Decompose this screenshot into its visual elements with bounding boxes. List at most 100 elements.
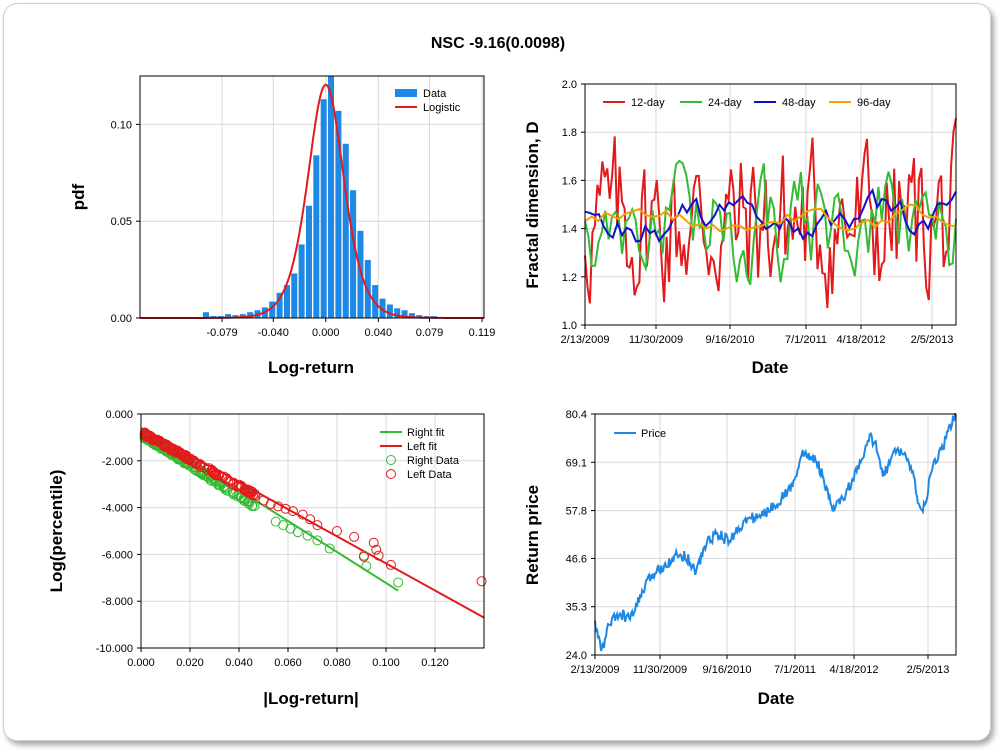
price-xtick-label: 2/5/2013 <box>907 664 950 676</box>
tail-right-data-point <box>292 527 303 538</box>
tail-left-data-point <box>476 576 487 587</box>
fractal-xtick-label: 11/30/2009 <box>629 334 683 346</box>
tail-left-data-point <box>164 441 175 452</box>
pdf-bar <box>269 301 276 318</box>
tail-xtick-label: 0.100 <box>372 657 400 669</box>
fractal-ytick-label: 1.8 <box>562 127 577 139</box>
fractal-x-axis-label: Date <box>752 358 789 377</box>
pdf-bar <box>357 230 364 318</box>
tail-left-data-point <box>247 486 258 497</box>
tail-left-data-point <box>287 506 298 517</box>
tail-left-data-point <box>208 467 219 478</box>
fractal-ytick-label: 1.0 <box>562 320 577 332</box>
tail-plot-frame <box>140 413 485 649</box>
tail-left-data-point <box>312 520 323 531</box>
pdf-x-axis-label: Log-return <box>268 358 354 377</box>
tail-right-data-point <box>393 577 404 588</box>
tail-left-data-point <box>373 550 384 561</box>
price-ytick-label: 24.0 <box>566 650 587 662</box>
price-x-axis-label: Date <box>758 689 795 708</box>
tail-ytick-label: -6.000 <box>102 549 133 561</box>
tail-left-data-point <box>368 537 379 548</box>
fractal-series-line <box>584 203 957 233</box>
tail-left-data-point <box>202 464 213 475</box>
fractal-legend-label: 12-day <box>631 97 665 109</box>
fractal-xtick-label: 9/16/2010 <box>706 334 755 346</box>
tail-left-data-point <box>385 559 396 570</box>
pdf-bar <box>342 143 349 318</box>
tail-ytick-label: -2.000 <box>102 456 133 468</box>
price-legend-label: Price <box>641 428 666 440</box>
tail-left-data-point <box>221 473 232 484</box>
pdf-plot-frame <box>139 75 485 319</box>
fractal-legend-label: 48-day <box>782 97 816 109</box>
pdf-xtick-label: 0.119 <box>469 327 496 339</box>
tail-legend-left-data-label: Left Data <box>407 469 453 481</box>
tail-ytick-label: -4.000 <box>102 503 133 515</box>
fractal-ytick-label: 1.6 <box>562 175 577 187</box>
tail-xtick-label: 0.080 <box>323 657 351 669</box>
price-ytick-label: 35.3 <box>566 602 587 614</box>
fractal-xtick-label: 2/5/2013 <box>911 334 954 346</box>
fractal-series-line <box>584 187 957 244</box>
tail-x-axis-label: |Log-return| <box>263 689 358 708</box>
pdf-bar <box>313 155 320 318</box>
pdf-bar <box>394 308 401 318</box>
pdf-bar <box>305 205 312 318</box>
fractal-legend-label: 96-day <box>857 97 891 109</box>
price-xtick-label: 2/13/2009 <box>571 664 620 676</box>
tail-y-axis-label: Log(percentile) <box>47 470 66 593</box>
tail-left-data-point <box>332 526 342 536</box>
tail-left-data-point <box>305 514 316 525</box>
pdf-bar <box>283 285 290 318</box>
pdf-logistic-curve <box>140 83 484 319</box>
tail-left-data-point <box>161 439 172 450</box>
tail-ytick-label: -8.000 <box>102 596 133 608</box>
tail-left-data-point <box>247 490 258 501</box>
tail-right-data-point <box>243 498 254 509</box>
tail-left-data-point <box>240 485 251 496</box>
pdf-y-axis-label: pdf <box>69 183 88 210</box>
pdf-bar <box>276 292 283 318</box>
price-xtick-label: 4/18/2012 <box>830 664 879 676</box>
tail-left-data-point <box>180 450 191 461</box>
price-xtick-label: 7/1/2011 <box>774 664 816 676</box>
tail-left-data-point <box>206 465 217 476</box>
pdf-bar <box>203 312 210 318</box>
price-y-axis-label: Return price <box>523 485 542 585</box>
figure-title: NSC -9.16(0.0098) <box>431 35 565 52</box>
tail-left-data-point <box>153 435 164 446</box>
tail-ytick-label: -10.000 <box>96 643 133 655</box>
tail-xtick-label: 0.060 <box>274 657 302 669</box>
pdf-bar <box>298 244 305 318</box>
tail-legend-right-data-label: Right Data <box>407 455 460 467</box>
pdf-legend-logistic-label: Logistic <box>423 102 461 114</box>
price-series-line <box>594 413 957 652</box>
chart-frame <box>3 3 991 741</box>
tail-left-data-point <box>297 509 308 520</box>
tail-left-data-point <box>349 531 360 542</box>
fractal-ytick-label: 2.0 <box>562 79 577 91</box>
tail-legend-right-fit-label: Right fit <box>407 427 444 439</box>
tail-left-data-point <box>280 503 291 514</box>
pdf-bar <box>335 110 342 319</box>
fractal-xtick-label: 2/13/2009 <box>561 334 610 346</box>
tail-xtick-label: 0.040 <box>225 657 253 669</box>
tail-ytick-label: 0.000 <box>105 409 133 421</box>
pdf-bar <box>401 310 408 318</box>
tail-right-data-point <box>249 501 260 512</box>
pdf-xtick-label: -0.079 <box>206 327 237 339</box>
tail-left-data-point <box>228 479 239 490</box>
tail-left-data-point <box>188 455 199 466</box>
tail-xtick-label: 0.120 <box>421 657 449 669</box>
price-ytick-label: 57.8 <box>566 506 587 518</box>
fractal-ytick-label: 1.4 <box>562 224 577 236</box>
tail-left-data-point <box>273 501 284 512</box>
price-ytick-label: 80.4 <box>566 409 587 421</box>
pdf-bar <box>379 298 386 318</box>
pdf-bar <box>350 190 357 318</box>
price-xtick-label: 11/30/2009 <box>633 664 687 676</box>
pdf-xtick-label: 0.040 <box>365 327 393 339</box>
fractal-y-axis-label: Fractal dimension, D <box>523 121 542 288</box>
